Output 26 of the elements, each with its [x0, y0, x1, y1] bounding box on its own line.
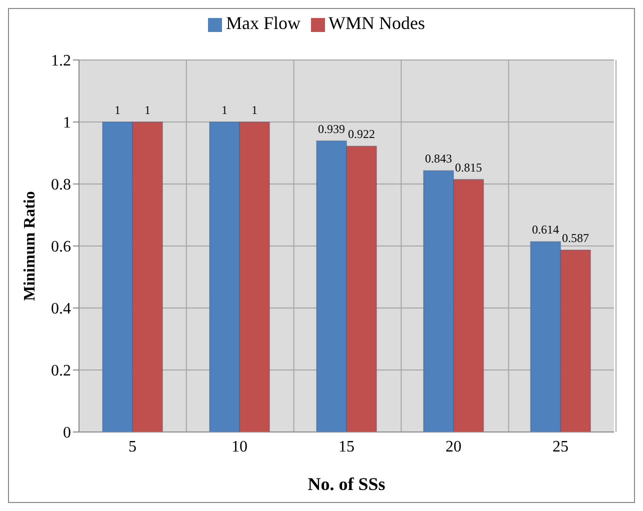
data-label: 0.843	[425, 152, 452, 166]
legend-label: Max Flow	[226, 13, 300, 33]
x-tick-label: 10	[232, 438, 248, 456]
data-label: 0.614	[532, 222, 560, 237]
data-label: 0.815	[455, 160, 482, 174]
y-axis-title: Minimum Ratio	[22, 191, 39, 301]
legend-label: WMN Nodes	[328, 13, 425, 33]
data-label: 1	[114, 103, 121, 117]
data-label: 0.587	[562, 231, 590, 246]
y-tick-label: 1.2	[51, 52, 71, 70]
y-tick-label: 0.4	[51, 300, 71, 318]
data-label: 1	[252, 103, 258, 117]
x-tick-label: 5	[128, 438, 136, 456]
x-tick-label: 15	[338, 438, 354, 456]
x-tick-label: 25	[552, 438, 568, 456]
x-axis-title: No. of SSs	[308, 474, 386, 494]
x-tick-label: 20	[446, 438, 462, 456]
data-label: 0.922	[348, 127, 376, 142]
y-tick-label: 0.2	[51, 362, 71, 380]
data-label: 1	[222, 103, 228, 117]
data-label: 0.939	[318, 122, 346, 136]
data-label: 1	[144, 103, 151, 117]
y-tick-label: 0	[63, 424, 71, 442]
y-tick-label: 0.8	[51, 176, 71, 194]
y-tick-label: 1	[63, 114, 71, 132]
y-tick-label: 0.6	[51, 238, 71, 256]
